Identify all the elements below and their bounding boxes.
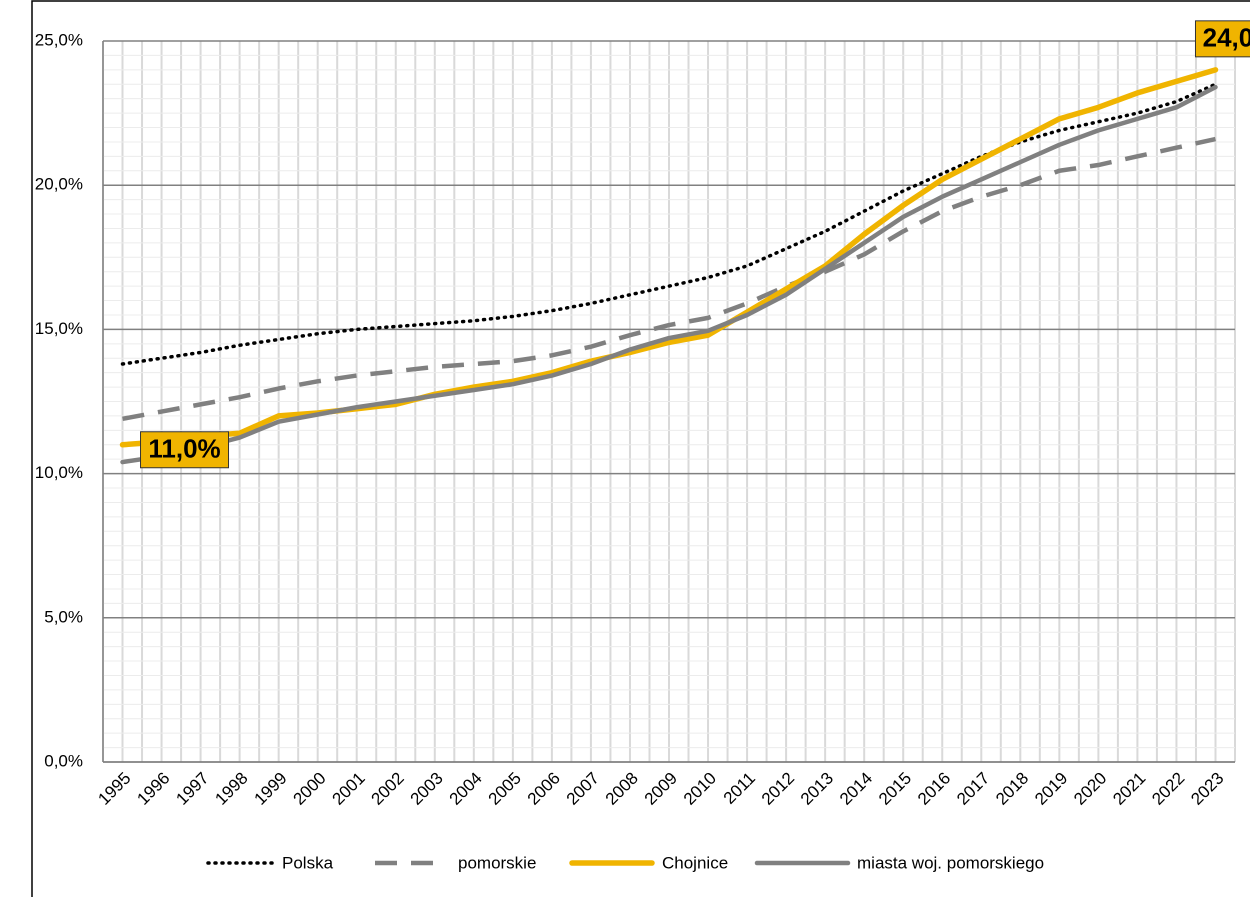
x-tick-label: 1997 <box>172 769 212 809</box>
x-tick-label: 2005 <box>485 769 525 809</box>
y-tick-label: 15,0% <box>35 319 83 338</box>
legend-label: Polska <box>282 853 334 872</box>
value-label: 11,0% <box>148 434 220 464</box>
legend-label: pomorskie <box>458 853 536 872</box>
series-line <box>120 82 1218 366</box>
y-tick-label: 10,0% <box>35 463 83 482</box>
x-tick-label: 2006 <box>524 769 564 809</box>
legend-label: Chojnice <box>662 853 728 872</box>
y-tick-label: 25,0% <box>35 30 83 49</box>
x-tick-label: 2004 <box>446 769 486 809</box>
y-tick-label: 5,0% <box>44 607 83 626</box>
x-tick-label: 2013 <box>797 769 837 809</box>
x-tick-label: 2015 <box>875 769 915 809</box>
series-line <box>120 84 1218 465</box>
value-label: 24,0% <box>1203 23 1250 53</box>
x-tick-label: 2021 <box>1109 769 1149 809</box>
value-label-box <box>1194 20 1250 58</box>
x-tick-label: 2017 <box>953 769 993 809</box>
x-tick-label: 2007 <box>563 769 603 809</box>
x-tick-label: 2023 <box>1187 769 1227 809</box>
x-tick-label: 2020 <box>1070 769 1110 809</box>
x-tick-label: 2016 <box>914 769 954 809</box>
value-label-box <box>140 431 230 469</box>
y-tick-label: 0,0% <box>44 751 83 770</box>
x-tick-label: 2009 <box>641 769 681 809</box>
x-tick-label: 2022 <box>1148 769 1188 809</box>
x-tick-label: 2000 <box>290 769 330 809</box>
x-tick-label: 2010 <box>680 769 720 809</box>
x-tick-label: 2014 <box>836 769 876 809</box>
frame <box>31 0 1250 897</box>
x-tick-label: 1996 <box>133 769 173 809</box>
x-tick-label: 1998 <box>211 769 251 809</box>
x-tick-label: 2019 <box>1031 769 1071 809</box>
x-tick-label: 2001 <box>329 769 369 809</box>
x-tick-label: 2018 <box>992 769 1032 809</box>
x-tick-label: 2011 <box>720 769 759 808</box>
series-line <box>119 67 1219 448</box>
y-tick-label: 20,0% <box>35 175 83 194</box>
series-line <box>122 136 1216 422</box>
x-tick-label: 2012 <box>758 769 798 809</box>
x-tick-label: 2002 <box>368 769 408 809</box>
x-tick-label: 1999 <box>250 769 290 809</box>
x-tick-label: 1995 <box>94 769 134 809</box>
legend-label: miasta woj. pomorskiego <box>857 853 1044 872</box>
x-tick-label: 2008 <box>602 769 642 809</box>
x-tick-label: 2003 <box>407 769 447 809</box>
